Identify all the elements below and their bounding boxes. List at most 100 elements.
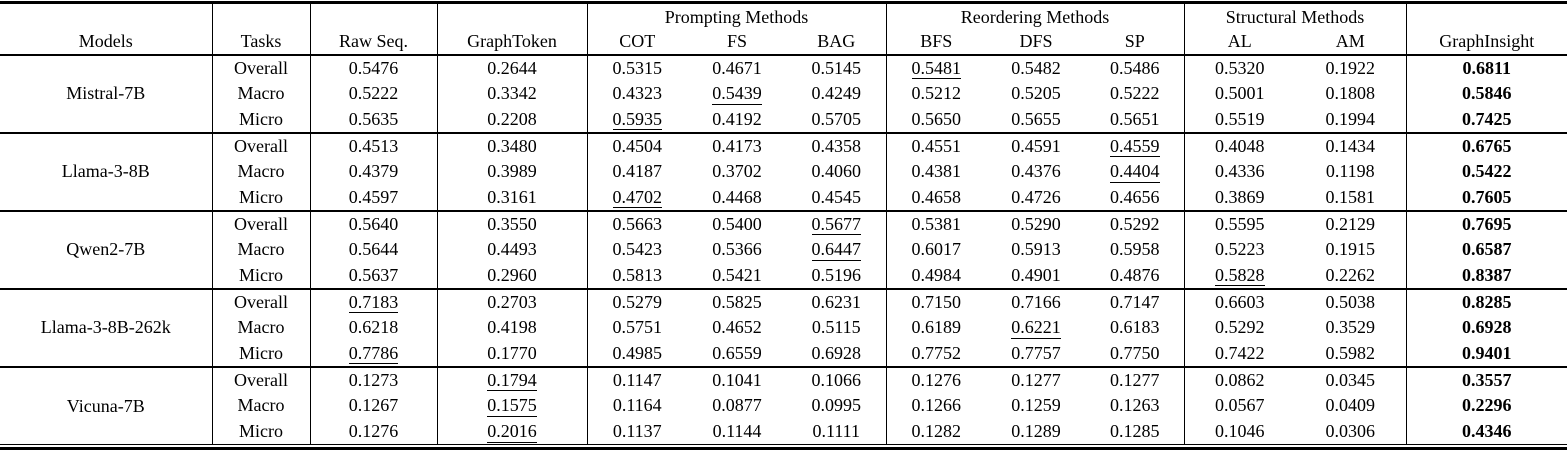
task-label: Macro: [212, 236, 311, 263]
second-best-value: 0.2016: [487, 420, 537, 443]
value-cell-al: 0.6603: [1215, 291, 1265, 312]
value-cell-raw-seq: 0.4597: [310, 184, 438, 211]
value-cell-am: 0.2129: [1295, 210, 1407, 237]
col-group-structural-methods: Structural Methods: [1184, 2, 1407, 30]
value-cell-al: 0.0862: [1215, 369, 1265, 390]
table-row: Macro 0.5644 0.4493 0.5423 0.5366 0.6447 0.601…: [0, 236, 1567, 263]
value-cell-graphinsight: 0.7425: [1462, 108, 1512, 129]
value-cell-graphtoken: 0.2703: [437, 288, 588, 315]
value-cell-al: 0.3869: [1215, 186, 1265, 207]
value-cell-graphinsight: 0.6765: [1462, 135, 1512, 156]
value-cell-al: 0.0567: [1215, 395, 1265, 416]
value-cell-sp: 0.5292: [1086, 210, 1185, 237]
paper-table-wrapper: Models Tasks Raw Seq. GraphToken Prompti…: [0, 1, 1567, 450]
table-row: Llama-3-8B-262k Overall 0.7183 0.2703 0.5279…: [0, 288, 1567, 367]
value-cell-graphtoken: 0.2208: [437, 106, 588, 133]
value-cell-graphinsight: 0.7695: [1462, 213, 1512, 234]
value-cell-fs: 0.4652: [712, 317, 762, 338]
value-cell-graphtoken: 0.1770: [437, 340, 588, 367]
value-cell-graphtoken: 0.1575: [437, 392, 588, 419]
value-cell-cot: 0.1137: [612, 421, 662, 441]
value-cell-fs: 0.1144: [712, 421, 762, 441]
value-cell-dfs: 0.7757: [1011, 342, 1061, 363]
table-row: Mistral-7B Overall 0.5476 0.2644 0.5315 0.467…: [0, 54, 1567, 133]
value-cell-raw-seq: 0.5640: [310, 210, 438, 237]
value-cell-cot: 0.5663: [612, 213, 663, 234]
task-label: Micro: [212, 340, 311, 367]
value-cell-dfs: 0.1259: [1011, 395, 1061, 416]
second-best-value: 0.4404: [1110, 161, 1160, 183]
table-row: Vicuna-7B Overall 0.1273 0.1794 0.1147 0.1041…: [0, 366, 1567, 445]
value-cell-cot: 0.5279: [612, 291, 663, 312]
value-cell-fs: 0.5366: [712, 239, 762, 260]
value-cell-bag: 0.6447: [787, 236, 887, 263]
value-cell-cot: 0.5751: [612, 317, 663, 338]
second-best-value: 0.5935: [612, 108, 662, 131]
value-cell-bfs: 0.5481: [886, 55, 986, 81]
value-cell-sp: 0.4404: [1086, 158, 1185, 185]
second-best-value: 0.1575: [487, 395, 537, 417]
value-cell-bag: 0.0995: [787, 392, 887, 419]
value-cell-graphtoken: 0.1794: [437, 366, 588, 393]
table-bottom-rule: [0, 447, 1567, 450]
value-cell-bfs: 0.7150: [911, 291, 962, 312]
value-cell-cot: 0.1147: [612, 369, 662, 390]
value-cell-am: 0.0409: [1295, 392, 1407, 419]
value-cell-graphinsight: 0.4346: [1462, 421, 1512, 441]
value-cell-bfs: 0.1282: [911, 421, 962, 441]
second-best-value: 0.5439: [712, 83, 762, 105]
model-name: Llama-3-8B-262k: [0, 288, 213, 367]
second-best-value: 0.1794: [487, 369, 537, 392]
value-cell-dfs: 0.4726: [1011, 186, 1061, 207]
value-cell-sp: 0.7147: [1086, 288, 1185, 315]
value-cell-am: 0.1581: [1295, 184, 1407, 211]
task-label: Overall: [212, 132, 311, 159]
value-cell-bfs: 0.4551: [911, 135, 962, 156]
table-row: Micro 0.1276 0.2016 0.1137 0.1144 0.1111 0.128…: [0, 418, 1567, 445]
table-row: Micro 0.5635 0.2208 0.5935 0.4192 0.5705 0.565…: [0, 106, 1567, 133]
value-cell-bag: 0.6231: [787, 288, 887, 315]
value-cell-bag: 0.5196: [787, 262, 887, 289]
value-cell-dfs: 0.4376: [1011, 161, 1061, 182]
task-label: Overall: [212, 54, 311, 81]
value-cell-graphtoken: 0.4198: [437, 314, 588, 341]
value-cell-sp: 0.7750: [1086, 340, 1185, 367]
value-cell-bag: 0.5115: [787, 314, 887, 341]
task-label: Micro: [212, 418, 311, 445]
second-best-value: 0.6447: [811, 239, 861, 261]
value-cell-al: 0.5519: [1215, 108, 1265, 129]
value-cell-bfs: 0.7752: [911, 342, 962, 363]
second-best-value: 0.5828: [1215, 264, 1265, 287]
value-cell-bag: 0.5677: [787, 210, 887, 237]
value-cell-fs: 0.4468: [712, 186, 762, 207]
model-name: Qwen2-7B: [0, 210, 213, 289]
value-cell-sp: 0.6183: [1086, 314, 1185, 341]
value-cell-sp: 0.4876: [1086, 262, 1185, 289]
value-cell-dfs: 0.1289: [1011, 421, 1061, 441]
value-cell-fs: 0.1041: [712, 369, 762, 390]
task-label: Macro: [212, 392, 311, 419]
second-best-value: 0.7183: [348, 291, 399, 314]
model-block: Llama-3-8B-262k Overall 0.7183 0.2703 0.5279…: [0, 288, 1567, 367]
second-best-value: 0.7786: [348, 342, 399, 365]
value-cell-graphtoken: 0.2644: [437, 54, 588, 81]
value-cell-bfs: 0.6189: [911, 317, 962, 338]
second-best-value: 0.5677: [811, 213, 861, 236]
value-cell-am: 0.0306: [1295, 418, 1407, 445]
value-cell-dfs: 0.4901: [1011, 264, 1061, 285]
table-row: Llama-3-8B Overall 0.4513 0.3480 0.4504 0.417…: [0, 132, 1567, 211]
value-cell-sp: 0.1285: [1086, 418, 1185, 445]
value-cell-dfs: 0.5205: [1011, 83, 1061, 104]
value-cell-sp: 0.5486: [1086, 54, 1185, 81]
value-cell-raw-seq: 0.4513: [310, 132, 438, 159]
col-group-prompting-methods: Prompting Methods: [587, 2, 887, 30]
col-header-sp: SP: [1086, 29, 1185, 55]
value-cell-raw-seq: 0.5222: [310, 80, 438, 107]
col-header-tasks: Tasks: [212, 2, 311, 55]
model-name: Llama-3-8B: [0, 132, 213, 211]
col-header-graphtoken: GraphToken: [437, 2, 588, 55]
value-cell-dfs: 0.5655: [1011, 108, 1061, 129]
value-cell-raw-seq: 0.6218: [310, 314, 438, 341]
value-cell-bag: 0.4545: [787, 184, 887, 211]
value-cell-graphinsight: 0.5846: [1462, 83, 1512, 104]
